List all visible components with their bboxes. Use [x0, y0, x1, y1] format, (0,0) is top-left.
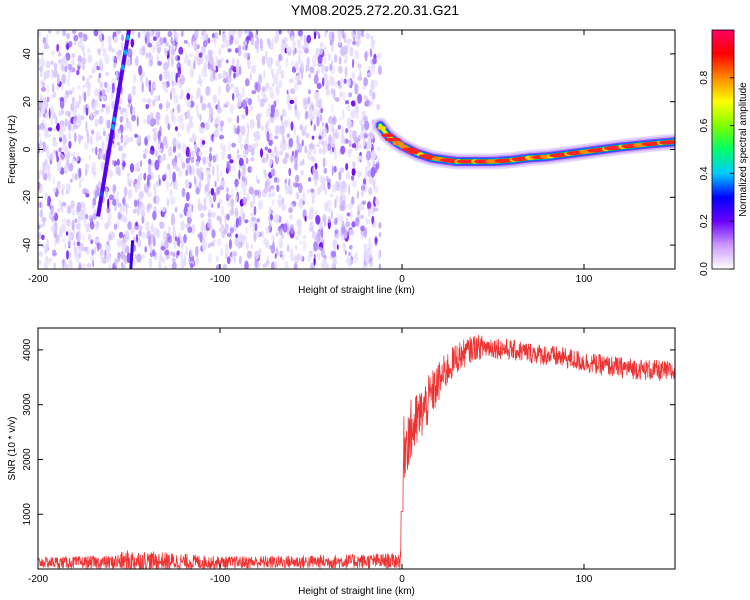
- ridge-core: [663, 140, 675, 145]
- ridge-core: [384, 137, 401, 142]
- colorbar-label: Normalized spectral amplitude: [738, 82, 749, 217]
- y-tick-label: -20: [22, 190, 33, 205]
- chirp-line-highlight: [100, 191, 104, 197]
- snr-series-line: [38, 334, 675, 569]
- x-tick-label: 0: [399, 274, 405, 285]
- colorbar-tick-label: 0.0: [699, 262, 710, 276]
- noise-speckles: [38, 30, 382, 269]
- chirp-line: [96, 30, 135, 269]
- y-tick-label: 3000: [22, 393, 33, 416]
- x-tick-label: -100: [210, 274, 230, 285]
- y-tick-label: 40: [22, 48, 33, 60]
- x-tick-label: 100: [576, 274, 593, 285]
- ridge-core: [381, 133, 394, 138]
- x-axis-label: Height of straight line (km): [298, 586, 415, 597]
- snr-plot-area: [38, 328, 675, 569]
- x-axis-label: Height of straight line (km): [298, 285, 415, 296]
- x-tick-label: 0: [399, 574, 405, 585]
- chart-title: YM08.2025.272.20.31.G21: [290, 2, 460, 18]
- y-tick-label: 20: [22, 96, 33, 108]
- colorbar-gradient: [711, 29, 735, 270]
- colorbar-tick-label: 0.2: [699, 214, 710, 228]
- colorbar-tick-label: 0.8: [699, 70, 710, 84]
- x-tick-label: 100: [576, 574, 593, 585]
- x-tick-label: -200: [28, 274, 48, 285]
- chirp-line-highlight: [111, 123, 115, 130]
- ridge-core: [377, 126, 387, 130]
- colorbar-tick-label: 0.4: [699, 166, 710, 180]
- signal-ridge: [372, 117, 675, 170]
- y-tick-label: 2000: [22, 448, 33, 471]
- chirp-line-highlight: [121, 64, 125, 71]
- y-tick-label: 4000: [22, 338, 33, 361]
- chirp-line-body: [96, 30, 131, 217]
- ridge-core: [392, 141, 405, 146]
- chirp-line-tail: [129, 240, 135, 269]
- y-tick-label: 0: [22, 146, 33, 152]
- snr-panel: -200 -100 0 100 1000 2000 3000 4000 Height of st…: [7, 327, 676, 597]
- y-axis-label: Frequency (Hz): [7, 115, 18, 184]
- chirp-line-highlight: [123, 49, 128, 56]
- x-tick-label: -100: [210, 574, 230, 585]
- y-tick-label: -40: [22, 237, 33, 252]
- x-tick-label: -200: [28, 574, 48, 585]
- colorbar-tick-label: 0.6: [699, 118, 710, 132]
- y-tick-label: 1000: [22, 503, 33, 526]
- chirp-line-highlight: [112, 116, 116, 123]
- y-axis-label: SNR (10 * v/v): [7, 417, 18, 481]
- colorbar: 0.0 0.2 0.4 0.6 0.8 Normalized spectral ampli…: [699, 29, 749, 276]
- chirp-line-highlight: [126, 34, 130, 41]
- snr-frame: [37, 327, 676, 570]
